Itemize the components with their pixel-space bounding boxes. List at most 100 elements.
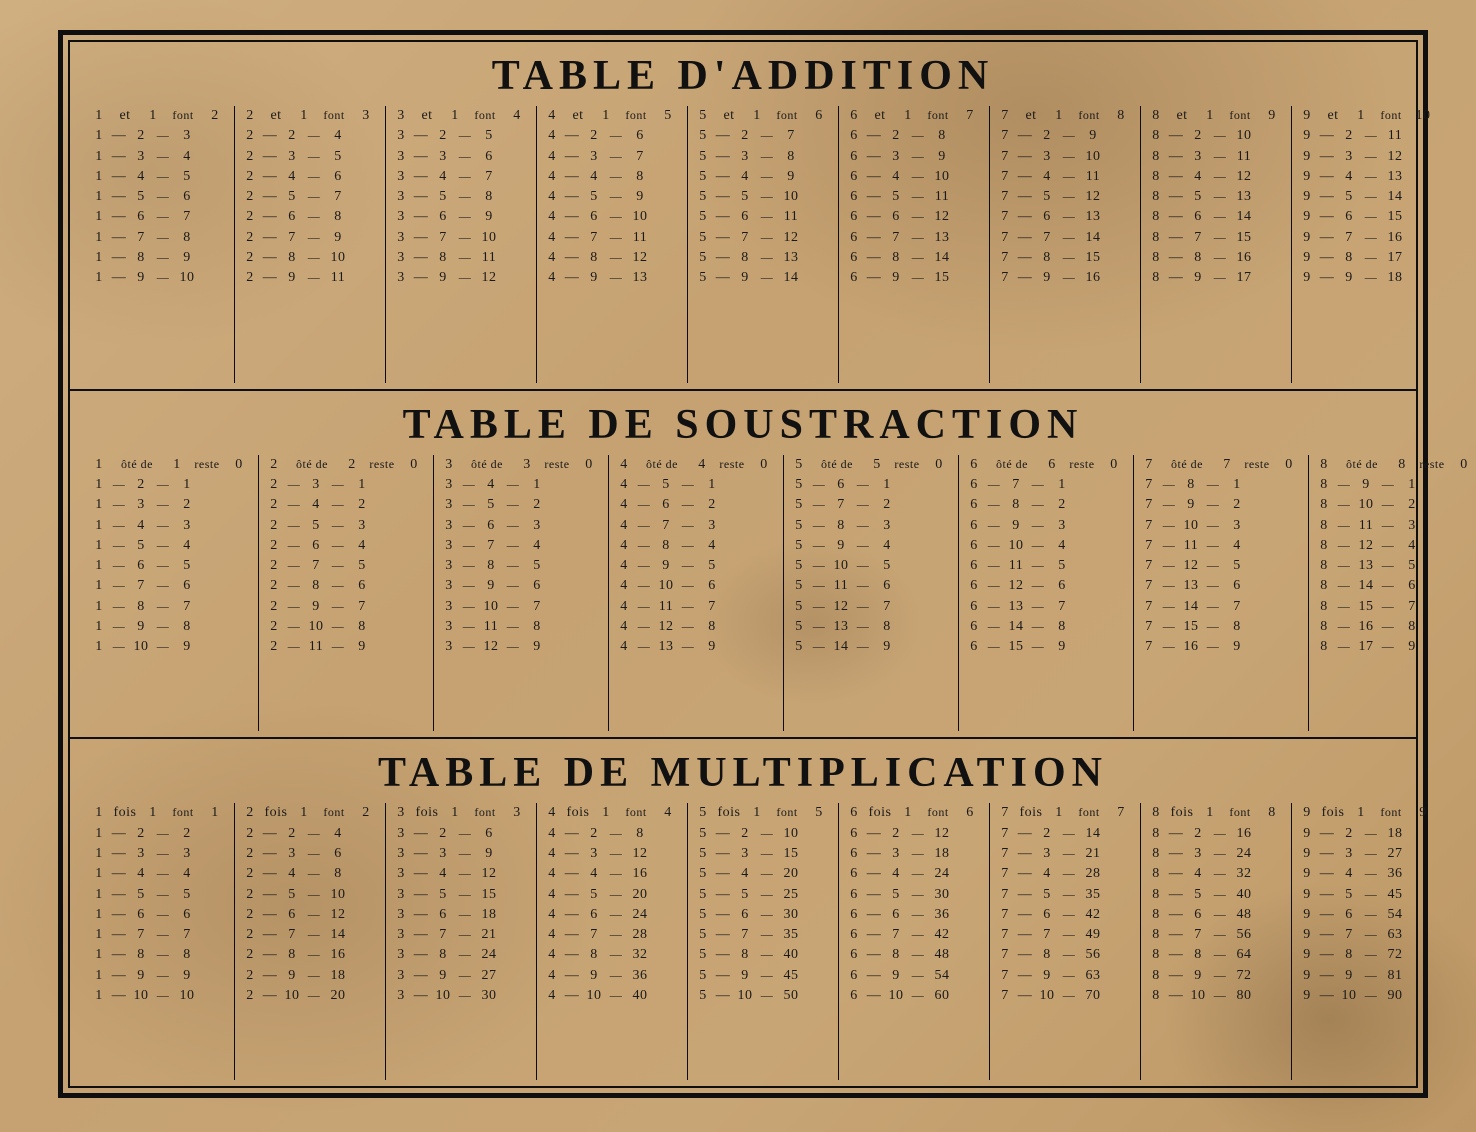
table-row: 9—7—16: [1298, 228, 1436, 248]
operand-b: 3: [432, 147, 454, 167]
result-word: font: [1221, 804, 1259, 821]
result: 4: [174, 147, 200, 167]
table-row: 4—5—20: [543, 885, 681, 905]
table-row: 9—5—14: [1298, 187, 1436, 207]
result: 10: [627, 207, 653, 227]
operand-a: 4: [543, 106, 561, 126]
dash-icon: —: [712, 905, 734, 925]
dash-icon: —: [303, 926, 325, 943]
dash-icon: —: [1333, 618, 1355, 635]
result: 13: [778, 248, 804, 268]
table-row: 8—9—72: [1147, 966, 1285, 986]
sep-word: et: [712, 106, 746, 126]
result: 4: [174, 536, 200, 556]
result: 18: [1382, 824, 1408, 844]
operand-a: 1: [90, 126, 108, 146]
table-row: 7—11—4: [1140, 536, 1302, 556]
result: 0: [751, 455, 777, 475]
operand-b: 8: [130, 248, 152, 268]
dash-icon: —: [1377, 577, 1399, 594]
dash-icon: —: [1058, 229, 1080, 246]
dash-icon: —: [283, 618, 305, 635]
result: 9: [699, 637, 725, 657]
addition-col-6: 6et1font76—2—86—3—96—4—106—5—116—6—126—7…: [838, 106, 989, 383]
operand-b: 2: [341, 455, 363, 475]
sep-word: fois: [1165, 803, 1199, 823]
operand-b: 3: [130, 495, 152, 515]
result: 12: [627, 248, 653, 268]
result: 0: [1276, 455, 1302, 475]
dash-icon: —: [712, 864, 734, 884]
operand-b: 5: [734, 187, 756, 207]
result: 8: [1224, 617, 1250, 637]
operand-b: 5: [1036, 187, 1058, 207]
operand-b: 5: [583, 187, 605, 207]
result: 27: [1382, 844, 1408, 864]
dash-icon: —: [152, 496, 174, 513]
dash-icon: —: [458, 496, 480, 513]
operand-a: 1: [90, 556, 108, 576]
operand-b: 8: [1187, 248, 1209, 268]
dash-icon: —: [907, 269, 929, 286]
dash-icon: —: [852, 598, 874, 615]
dash-icon: —: [259, 986, 281, 1006]
soustraction-col-8: 8ôté de8reste08—9—18—10—28—11—38—12—48—1…: [1308, 455, 1476, 732]
result: 9: [929, 147, 955, 167]
dash-icon: —: [1014, 167, 1036, 187]
dash-icon: —: [756, 127, 778, 144]
operand-a: 6: [965, 516, 983, 536]
dash-icon: —: [863, 885, 885, 905]
table-row: 3—4—7: [392, 167, 530, 187]
operand-b: 7: [1187, 228, 1209, 248]
operand-a: 8: [1147, 147, 1165, 167]
dash-icon: —: [712, 248, 734, 268]
dash-icon: —: [1165, 187, 1187, 207]
operand-a: 5: [694, 905, 712, 925]
operand-a: 6: [845, 824, 863, 844]
table-row: 5—8—3: [790, 516, 952, 536]
result: 0: [1101, 455, 1127, 475]
result: 6: [476, 824, 502, 844]
operand-a: 6: [845, 905, 863, 925]
dash-icon: —: [454, 208, 476, 225]
dash-icon: —: [712, 207, 734, 227]
dash-icon: —: [1165, 844, 1187, 864]
table-row: 3—3—9: [392, 844, 530, 864]
dash-icon: —: [863, 945, 885, 965]
result: 10: [778, 824, 804, 844]
dash-icon: —: [108, 126, 130, 146]
operand-a: 3: [440, 617, 458, 637]
table-row: 8ôté de8reste0: [1315, 455, 1476, 475]
table-row: 1—4—5: [90, 167, 228, 187]
dash-icon: —: [1027, 496, 1049, 513]
operand-a: 4: [615, 495, 633, 515]
table-row: 6—7—1: [965, 475, 1127, 495]
operand-b: 7: [432, 228, 454, 248]
operand-a: 3: [392, 803, 410, 823]
dash-icon: —: [852, 496, 874, 513]
dash-icon: —: [259, 844, 281, 864]
table-row: 1—7—6: [90, 576, 252, 596]
operand-b: 9: [1036, 966, 1058, 986]
operand-a: 2: [241, 986, 259, 1006]
dash-icon: —: [983, 577, 1005, 594]
operand-b: 11: [1355, 516, 1377, 536]
operand-a: 2: [265, 536, 283, 556]
result: 9: [1259, 106, 1285, 126]
result: 50: [778, 986, 804, 1006]
result: 13: [1231, 187, 1257, 207]
dash-icon: —: [283, 577, 305, 594]
operand-b: 13: [655, 637, 677, 657]
table-row: 9—3—27: [1298, 844, 1436, 864]
table-row: 3—8—11: [392, 248, 530, 268]
table-row: 9—9—18: [1298, 268, 1436, 288]
dash-icon: —: [756, 188, 778, 205]
dash-icon: —: [863, 925, 885, 945]
result-word: font: [919, 107, 957, 124]
operand-a: 2: [241, 885, 259, 905]
table-row: 9—6—15: [1298, 207, 1436, 227]
operand-b: 4: [1036, 167, 1058, 187]
dash-icon: —: [1014, 228, 1036, 248]
operand-b: 2: [281, 126, 303, 146]
dash-icon: —: [152, 638, 174, 655]
